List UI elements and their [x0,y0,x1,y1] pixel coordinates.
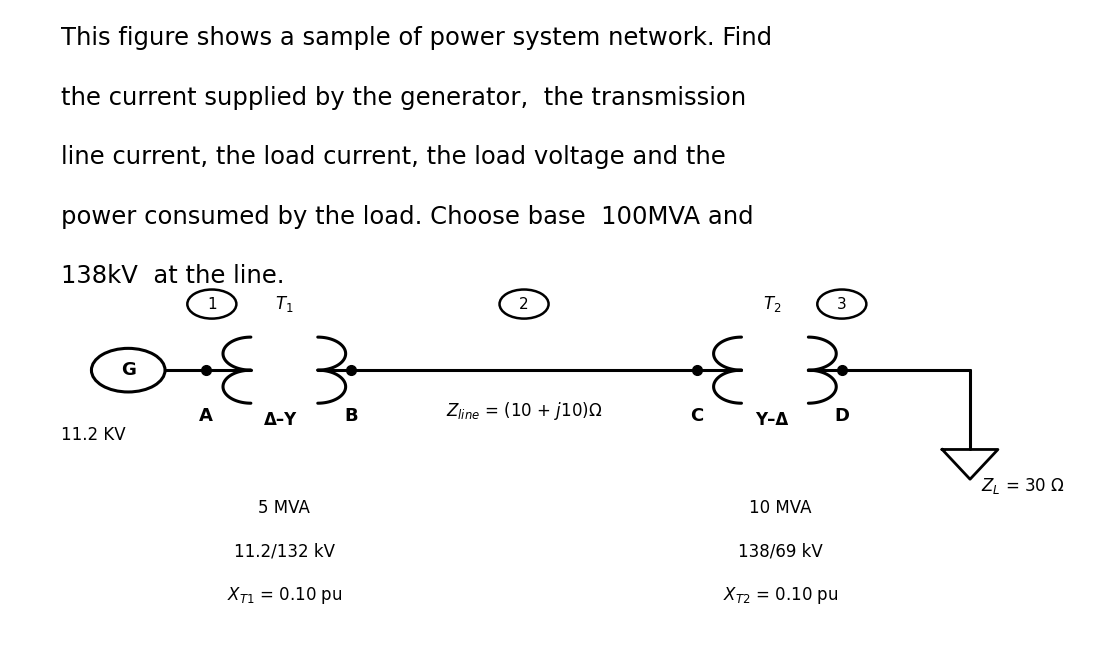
Text: Y–Δ: Y–Δ [755,411,788,429]
Text: 5 MVA: 5 MVA [259,499,310,517]
Text: This figure shows a sample of power system network. Find: This figure shows a sample of power syst… [61,26,773,50]
Text: $T_2$: $T_2$ [764,294,782,314]
Text: 2: 2 [520,297,529,311]
Text: 3: 3 [837,297,846,311]
Text: $Z_{line}$ = (10 + $j$10)$\Omega$: $Z_{line}$ = (10 + $j$10)$\Omega$ [446,400,602,422]
Text: the current supplied by the generator,  the transmission: the current supplied by the generator, t… [61,86,746,110]
Text: $T_1$: $T_1$ [275,294,293,314]
Text: Δ–Y: Δ–Y [264,411,298,429]
Text: 10 MVA: 10 MVA [749,499,812,517]
Text: power consumed by the load. Choose base  100MVA and: power consumed by the load. Choose base … [61,205,754,229]
Text: A: A [200,407,213,424]
Text: $X_{T2}$ = 0.10 pu: $X_{T2}$ = 0.10 pu [723,585,838,606]
Text: 138/69 kV: 138/69 kV [738,542,823,560]
Text: C: C [690,407,704,424]
Text: 11.2/132 kV: 11.2/132 kV [234,542,334,560]
Text: line current, the load current, the load voltage and the: line current, the load current, the load… [61,145,726,169]
Text: 1: 1 [207,297,216,311]
Text: 11.2 KV: 11.2 KV [61,426,126,444]
Text: $Z_L$ = 30 $\Omega$: $Z_L$ = 30 $\Omega$ [981,476,1065,496]
Text: 138kV  at the line.: 138kV at the line. [61,264,284,288]
Text: $X_{T1}$ = 0.10 pu: $X_{T1}$ = 0.10 pu [226,585,342,606]
Text: B: B [345,407,358,424]
Text: G: G [120,361,136,379]
Text: D: D [834,407,850,424]
